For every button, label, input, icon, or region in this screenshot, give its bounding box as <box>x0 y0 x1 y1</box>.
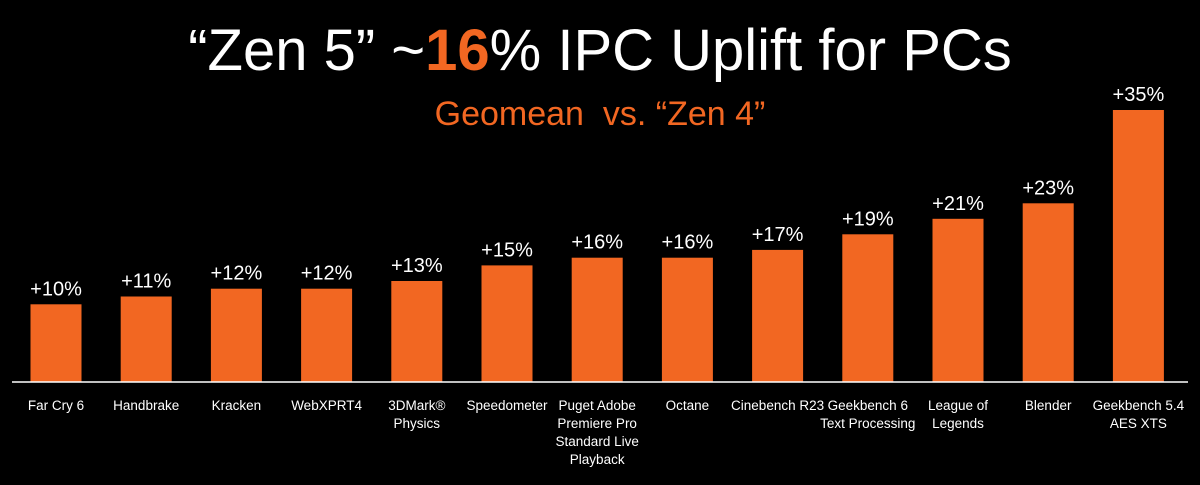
category-label-5: Speedometer <box>466 398 548 413</box>
category-label-4: 3DMark® Physics <box>388 398 445 431</box>
value-label-8: +17% <box>752 224 804 246</box>
chart-title: “Zen 5” ~16% IPC Uplift for PCs <box>0 18 1200 84</box>
category-label-8: Cinebench R23 <box>731 398 824 413</box>
value-label-1: +11% <box>121 271 171 293</box>
title-highlight: 16 <box>425 18 490 83</box>
category-label-11: Blender <box>1025 398 1072 413</box>
category-label-1: Handbrake <box>113 398 179 413</box>
value-label-5: +15% <box>481 239 533 261</box>
bar-6 <box>571 257 623 382</box>
value-label-6: +16% <box>571 232 623 254</box>
value-label-10: +21% <box>932 193 984 215</box>
category-label-3: WebXPRT4 <box>291 398 362 413</box>
bar-9 <box>842 234 894 382</box>
value-label-11: +23% <box>1022 177 1074 199</box>
value-label-3: +12% <box>301 263 353 285</box>
value-label-7: +16% <box>662 232 714 254</box>
category-label-12: Geekbench 5.4 AES XTS <box>1093 398 1185 431</box>
value-label-0: +10% <box>30 278 82 300</box>
category-label-10: League of Legends <box>928 398 988 431</box>
title-suffix: % IPC Uplift for PCs <box>489 18 1012 83</box>
value-label-9: +19% <box>842 208 894 230</box>
bar-11 <box>1022 203 1074 382</box>
bars-group: +10% Far Cry 6 +11% Handbrake +12% Kracken +12… <box>28 84 1185 467</box>
bar-8 <box>752 249 804 382</box>
bar-3 <box>301 288 353 382</box>
category-label-9: Geekbench 6 Text Processing <box>820 398 915 431</box>
bar-0 <box>30 304 82 382</box>
value-label-12: +35% <box>1113 84 1165 106</box>
category-label-7: Octane <box>666 398 710 413</box>
bar-12 <box>1112 110 1164 382</box>
bar-10 <box>932 218 984 382</box>
bar-7 <box>661 257 713 382</box>
bar-2 <box>210 288 262 382</box>
title-prefix: “Zen 5” ~ <box>188 18 426 83</box>
bar-1 <box>120 296 172 382</box>
bar-5 <box>481 265 533 382</box>
chart-subtitle: Geomean vs. “Zen 4” <box>434 95 766 133</box>
category-label-6: Puget Adobe Premiere Pro Standard Live Play… <box>556 398 639 467</box>
value-label-2: +12% <box>211 263 263 285</box>
category-label-0: Far Cry 6 <box>28 398 84 413</box>
bar-4 <box>391 281 443 382</box>
category-label-2: Kracken <box>212 398 262 413</box>
value-label-4: +13% <box>391 255 443 277</box>
